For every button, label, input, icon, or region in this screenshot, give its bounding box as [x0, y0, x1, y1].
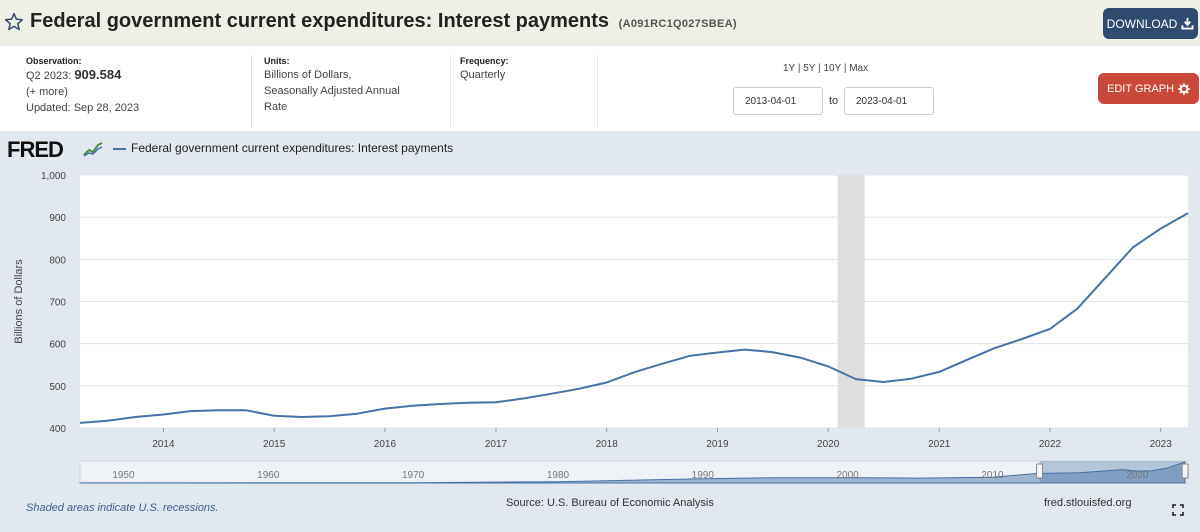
download-icon — [1181, 17, 1194, 30]
navigator-label: 1980 — [547, 470, 570, 481]
page-title: Federal government current expenditures:… — [30, 10, 737, 33]
updated-date: Updated: Sep 28, 2023 — [26, 102, 140, 114]
site-link[interactable]: fred.stlouisfed.org — [1044, 497, 1132, 509]
navigator-label: 1990 — [692, 470, 715, 481]
units-line: Seasonally Adjusted Annual — [264, 85, 400, 97]
legend-swatch — [113, 148, 126, 150]
more-link[interactable]: (+ more) — [26, 86, 68, 98]
fred-logo-icon — [83, 141, 103, 157]
legend-label: Federal government current expenditures:… — [131, 141, 454, 155]
y-tick-label: 1,000 — [41, 171, 66, 182]
x-tick-label: 2021 — [928, 439, 951, 450]
navigator-label: 2000 — [837, 470, 860, 481]
recession-note: Shaded areas indicate U.S. recessions. — [26, 502, 219, 514]
range-5y-link[interactable]: 5Y — [803, 63, 816, 74]
units-line: Rate — [264, 101, 288, 113]
x-tick-label: 2017 — [485, 439, 508, 450]
x-tick-label: 2015 — [263, 439, 286, 450]
frequency-label: Frequency: — [460, 56, 509, 66]
fred-logo: FRED — [7, 137, 64, 162]
x-tick-label: 2014 — [152, 439, 175, 450]
series-id: (A091RC1Q027SBEA) — [618, 18, 737, 30]
x-tick-label: 2019 — [706, 439, 729, 450]
units-block: Units: Billions of Dollars, Seasonally A… — [264, 55, 400, 115]
x-tick-label: 2022 — [1039, 439, 1062, 450]
y-tick-label: 400 — [49, 424, 66, 435]
observation-block: Observation: Q2 2023: 909.584 (+ more) U… — [26, 55, 139, 116]
observation-period: Q2 2023: — [26, 70, 72, 82]
navigator-handle — [1036, 463, 1044, 479]
y-axis-label: Billions of Dollars — [13, 259, 25, 344]
x-tick-label: 2016 — [374, 439, 397, 450]
start-date-input[interactable]: 2013-04-01 — [733, 87, 823, 115]
navigator-label: 2020 — [1126, 470, 1149, 481]
to-label: to — [829, 95, 839, 107]
range-10y-link[interactable]: 10Y — [823, 63, 842, 74]
divider — [251, 55, 252, 128]
navigator-area — [79, 461, 1186, 484]
range-max-link[interactable]: Max — [849, 63, 869, 74]
download-button[interactable]: DOWNLOAD — [1103, 8, 1198, 39]
range-links: 1Y | 5Y | 10Y | Max — [783, 63, 869, 74]
navigator-selection — [1039, 461, 1186, 483]
units-label: Units: — [264, 56, 290, 66]
x-tick-label: 2018 — [596, 439, 619, 450]
frequency-block: Frequency: Quarterly — [460, 55, 509, 83]
edit-graph-label: EDIT GRAPH — [1106, 82, 1175, 95]
observation-label: Observation: — [26, 56, 82, 66]
series-line — [79, 212, 1189, 424]
edit-graph-button[interactable]: EDIT GRAPH — [1098, 73, 1199, 104]
divider — [597, 55, 598, 128]
y-tick-label: 600 — [49, 340, 66, 351]
navigator-label: 2010 — [981, 470, 1004, 481]
y-tick-label: 500 — [49, 382, 66, 393]
range-1y-link[interactable]: 1Y — [783, 63, 796, 74]
frequency-value: Quarterly — [460, 69, 506, 81]
observation-value: 909.584 — [74, 67, 122, 82]
x-tick-label: 2020 — [817, 439, 840, 450]
gear-icon — [1178, 82, 1190, 95]
x-tick-label: 2023 — [1150, 439, 1173, 450]
y-tick-label: 700 — [49, 298, 66, 309]
y-tick-label: 900 — [49, 213, 66, 224]
navigator-handle — [1181, 463, 1189, 479]
end-date-input[interactable]: 2023-04-01 — [844, 87, 934, 115]
y-tick-label: 800 — [49, 255, 66, 266]
series-title: Federal government current expenditures:… — [30, 10, 610, 32]
navigator-label: 1960 — [257, 470, 280, 481]
divider — [450, 55, 451, 128]
download-label: DOWNLOAD — [1106, 16, 1178, 31]
star-icon[interactable] — [4, 12, 24, 32]
source-note[interactable]: Source: U.S. Bureau of Economic Analysis — [506, 497, 714, 509]
navigator-label: 1950 — [112, 470, 135, 481]
title-bar — [0, 0, 1200, 46]
fullscreen-icon[interactable] — [1172, 504, 1184, 516]
navigator-label: 1970 — [402, 470, 425, 481]
units-line: Billions of Dollars, — [264, 69, 352, 81]
